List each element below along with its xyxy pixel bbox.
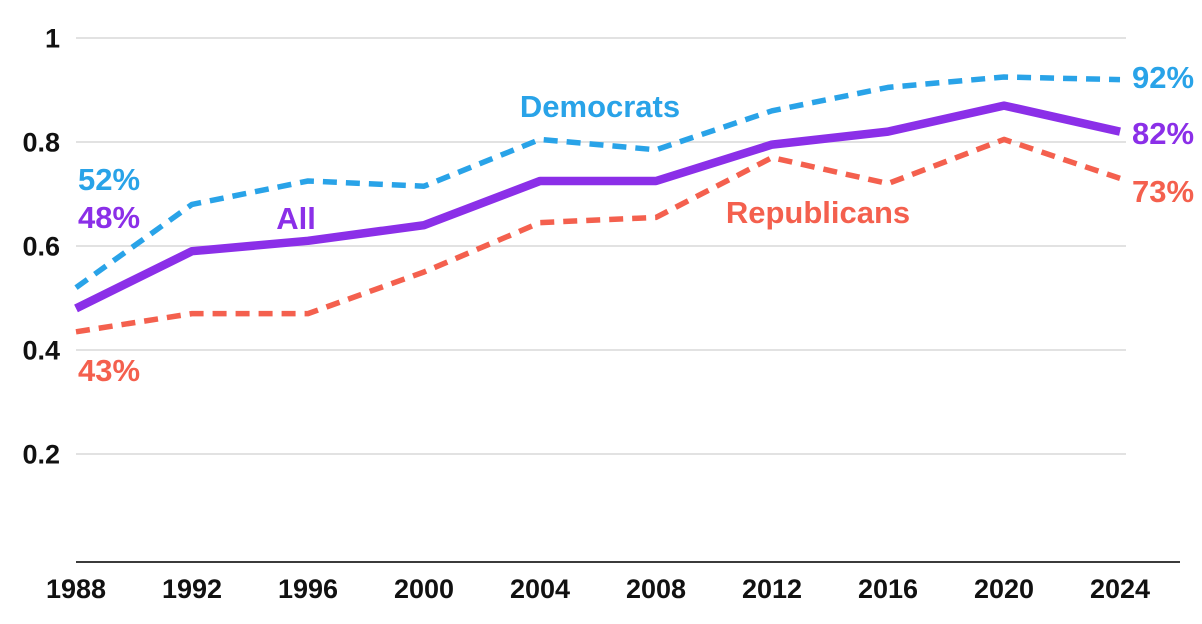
annotation-label: 92% [1132,60,1194,95]
series-line-democrats [74,74,1121,290]
series-line-republicans [75,136,1121,335]
x-tick-label: 1996 [278,574,338,604]
x-tick-label: 2008 [626,574,686,604]
y-tick-label: 0.4 [22,336,60,366]
y-tick-label: 0.8 [22,128,60,158]
annotation-label: 43% [78,353,140,388]
x-tick-label: 2012 [742,574,802,604]
x-tick-label: 2016 [858,574,918,604]
annotation-label: 52% [78,162,140,197]
annotation-label: 73% [1132,174,1194,209]
x-tick-label: 1988 [46,574,106,604]
annotation-label: Republicans [726,195,910,230]
series-lines [74,74,1121,335]
y-tick-label: 0.2 [22,440,60,470]
annotation-label: Democrats [520,89,680,124]
x-tick-label: 2024 [1090,574,1150,604]
series-line-all [74,101,1121,313]
x-tick-label: 1992 [162,574,222,604]
y-axis-tick-labels: 0.2 0.4 0.6 0.8 1 [22,24,60,470]
x-axis-tick-labels: 1988 1992 1996 2000 2004 2008 2012 2016 2020 2024 [46,574,1150,604]
annotation-label: All [276,201,316,236]
x-tick-label: 2020 [974,574,1034,604]
x-tick-label: 2000 [394,574,454,604]
annotation-label: 48% [78,200,140,235]
x-tick-label: 2004 [510,574,570,604]
y-tick-label: 0.6 [22,232,60,262]
annotation-labels: Democrats All Republicans 52%48% 43% 92% 82% 73… [78,60,1194,388]
y-tick-label: 1 [45,24,60,54]
annotation-label: 82% [1132,116,1194,151]
